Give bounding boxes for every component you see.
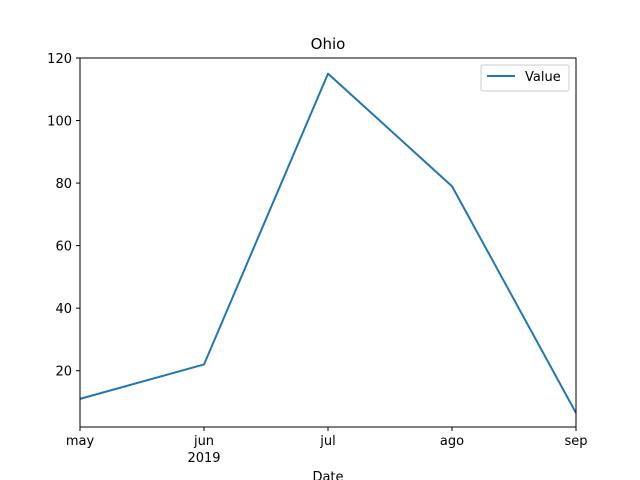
x-tick-label: jul: [319, 434, 335, 449]
series-line-value: [79, 72, 577, 414]
x-axis: may jun jul ago sep: [66, 427, 588, 449]
y-axis: 20 40 60 80 100 120: [47, 52, 80, 380]
x-axis-secondary-label: 2019: [187, 451, 220, 466]
x-axis-label: Date: [312, 470, 343, 480]
x-tick-label: jun: [193, 434, 214, 449]
y-tick-label: 80: [55, 177, 72, 192]
y-tick-label: 60: [55, 240, 72, 255]
x-tick-label: may: [66, 434, 95, 449]
y-tick-label: 100: [47, 115, 72, 130]
legend-box: [480, 64, 570, 92]
x-tick-label: ago: [440, 434, 464, 449]
x-tick-label: sep: [564, 434, 587, 449]
series-layer: [79, 72, 577, 414]
y-tick-label: 120: [47, 52, 72, 67]
chart-title: Ohio: [311, 35, 346, 53]
y-tick-label: 40: [55, 302, 72, 317]
legend-label-value: Value: [525, 70, 561, 85]
legend: Value: [480, 64, 570, 92]
y-tick-label: 20: [55, 365, 72, 380]
